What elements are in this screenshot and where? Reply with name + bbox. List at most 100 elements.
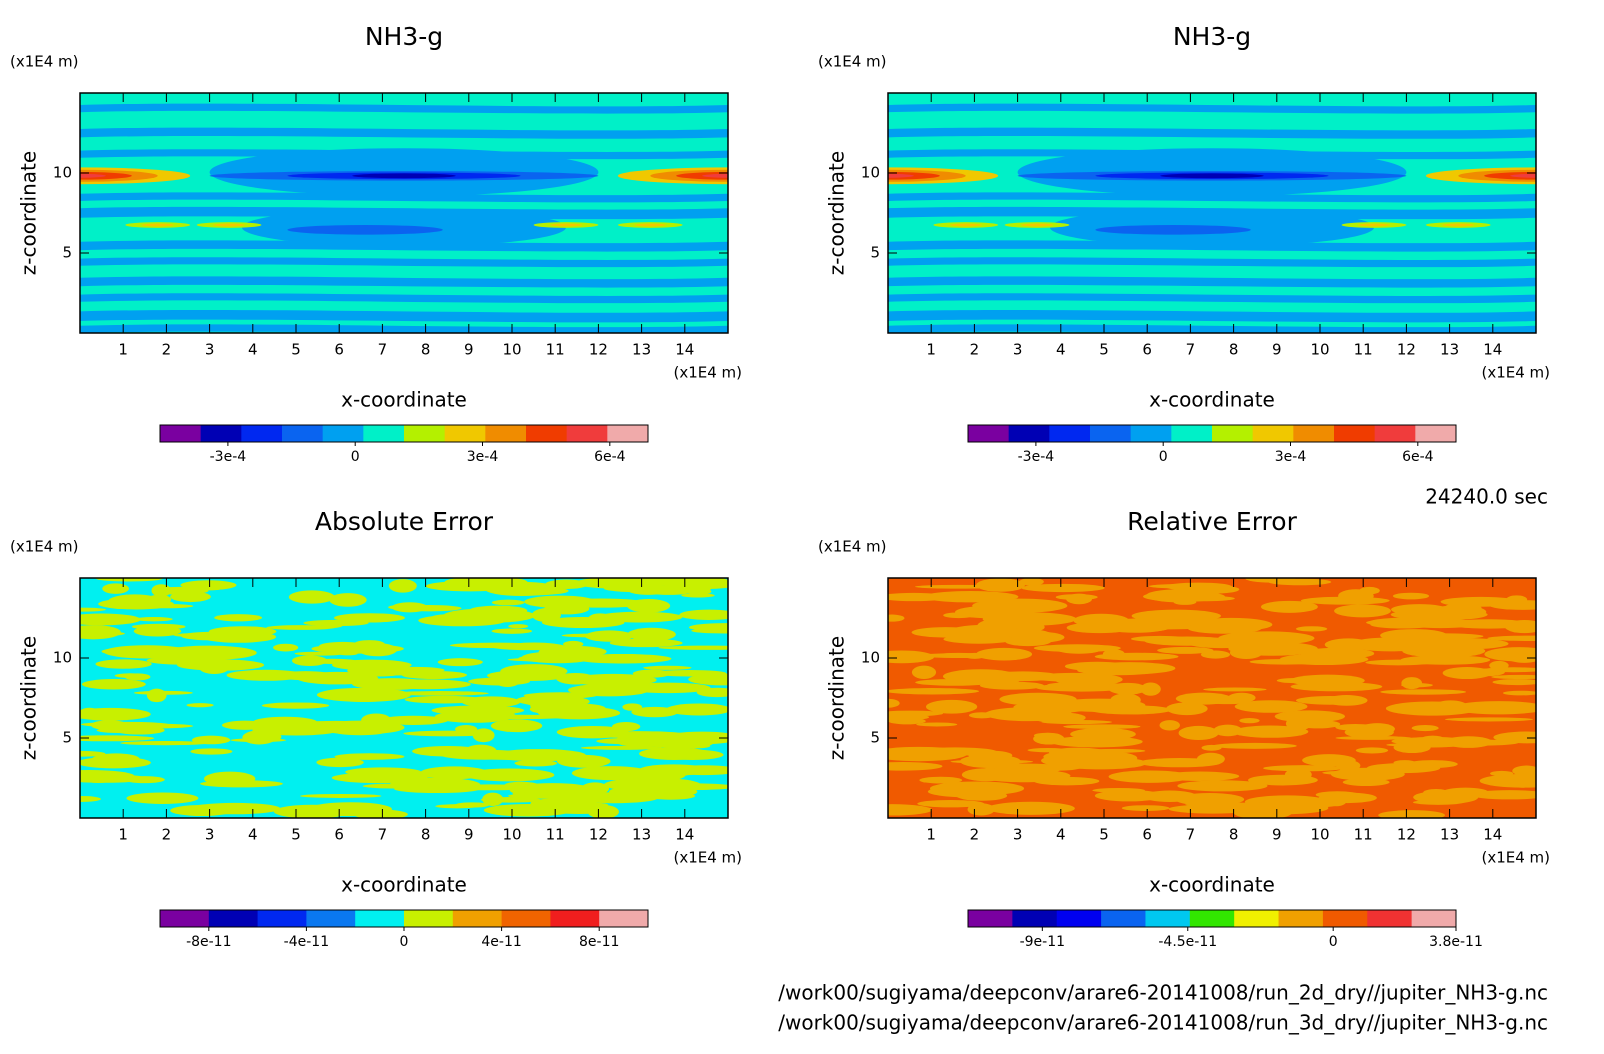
contour-region (1095, 225, 1251, 235)
contour-region (333, 613, 405, 623)
contour-region (1260, 600, 1318, 613)
contour-region (918, 653, 1002, 659)
contour-region (938, 629, 987, 637)
contour-region (1084, 662, 1176, 675)
colorbar-tick-label: -4.5e-11 (1158, 934, 1217, 950)
contour-region (1355, 747, 1389, 754)
contour-region (1357, 223, 1391, 227)
contour-region (80, 735, 155, 742)
colorbar-cell (241, 425, 283, 442)
contour-region (1144, 636, 1230, 646)
x-tick-label: 14 (1483, 341, 1502, 359)
x-tick-label: 8 (421, 341, 431, 359)
contour-region (214, 614, 263, 622)
contour-region (888, 257, 1536, 268)
contour-region (888, 592, 950, 602)
contour-region (266, 625, 336, 630)
contour-region (634, 223, 667, 227)
contour-region (316, 757, 364, 768)
contour-region (516, 694, 586, 706)
colorbar-cell (1293, 425, 1335, 442)
contour-region (294, 651, 345, 656)
contour-region (204, 771, 256, 786)
x-tick-label: 5 (1099, 826, 1109, 844)
contour-region (255, 731, 282, 742)
contour-region (978, 763, 1062, 769)
contour-region (888, 127, 1536, 139)
x-tick-label: 12 (589, 826, 608, 844)
contour-region (949, 223, 982, 227)
x-tick-label: 9 (464, 826, 474, 844)
contour-region (642, 783, 728, 791)
colorbar-tick-label: 3e-4 (1275, 449, 1307, 465)
contour-region (471, 752, 556, 761)
contour-region (922, 591, 1019, 603)
contour-region (1492, 679, 1536, 686)
x-tick-label: 2 (162, 341, 172, 359)
colorbar-cell (607, 425, 649, 442)
contour-region (221, 720, 269, 730)
x-tick-label: 2 (162, 826, 172, 844)
x-unit: (x1E4 m) (673, 849, 742, 867)
contour-region (1325, 797, 1367, 803)
contour-region (203, 804, 231, 811)
colorbar-cell (1090, 425, 1132, 442)
contour-region (1442, 667, 1492, 680)
x-tick-label: 7 (1186, 826, 1196, 844)
colorbar-tick-label: 3.8e-11 (1429, 934, 1483, 950)
contour-region (888, 688, 979, 695)
contour-region (508, 792, 595, 799)
y-tick-label: 10 (53, 649, 72, 667)
chart-title: Relative Error (1127, 507, 1297, 536)
contour-region (391, 691, 489, 696)
colorbar-tick-label: 0 (351, 449, 360, 465)
contour-region (1166, 702, 1208, 716)
contour-region (916, 722, 958, 727)
contour-region (1359, 586, 1380, 595)
contour-region (1334, 604, 1391, 618)
contour-region (483, 804, 573, 817)
colorbar-cell (200, 425, 242, 442)
colorbar-frame (967, 424, 1457, 443)
contour-region (126, 792, 199, 804)
contour-field (888, 93, 1536, 333)
contour-region (468, 677, 530, 686)
contour-region (435, 804, 479, 809)
colorbar-tick-label: 6e-4 (1402, 449, 1434, 465)
y-tick-label: 5 (62, 729, 72, 747)
contour-region (80, 257, 728, 268)
contour-region (1177, 780, 1268, 792)
contour-region (568, 683, 650, 697)
contour-region (1178, 595, 1235, 602)
contour-region (549, 223, 583, 227)
contour-region (80, 103, 728, 114)
x-tick-label: 8 (1229, 341, 1239, 359)
chart-title: Absolute Error (315, 507, 494, 536)
contour-region (702, 173, 728, 178)
contour-region (1020, 223, 1054, 227)
contour-region (200, 631, 276, 643)
contour-region (1290, 674, 1365, 687)
colorbar-cell (1056, 910, 1102, 927)
contour-region (1263, 765, 1344, 772)
contour-region (1063, 724, 1141, 729)
x-tick-label: 10 (502, 341, 521, 359)
contour-region (521, 651, 595, 664)
y-tick-label: 10 (53, 164, 72, 182)
contour-region (1400, 655, 1491, 665)
x-tick-label: 4 (248, 826, 258, 844)
x-tick-label: 6 (334, 341, 344, 359)
x-tick-label: 6 (1142, 826, 1152, 844)
x-tick-label: 10 (1310, 341, 1329, 359)
colorbar-tick-label: 3e-4 (467, 449, 499, 465)
contour-region (102, 583, 129, 594)
contour-region (1066, 593, 1093, 605)
contour-region (919, 776, 963, 784)
x-tick-label: 11 (1354, 341, 1373, 359)
colorbar-cell (404, 425, 446, 442)
x-tick-label: 14 (675, 826, 694, 844)
contour-region (463, 768, 555, 782)
contour-region (1239, 718, 1260, 724)
contour-region (1175, 692, 1232, 705)
contour-region (1423, 789, 1450, 797)
